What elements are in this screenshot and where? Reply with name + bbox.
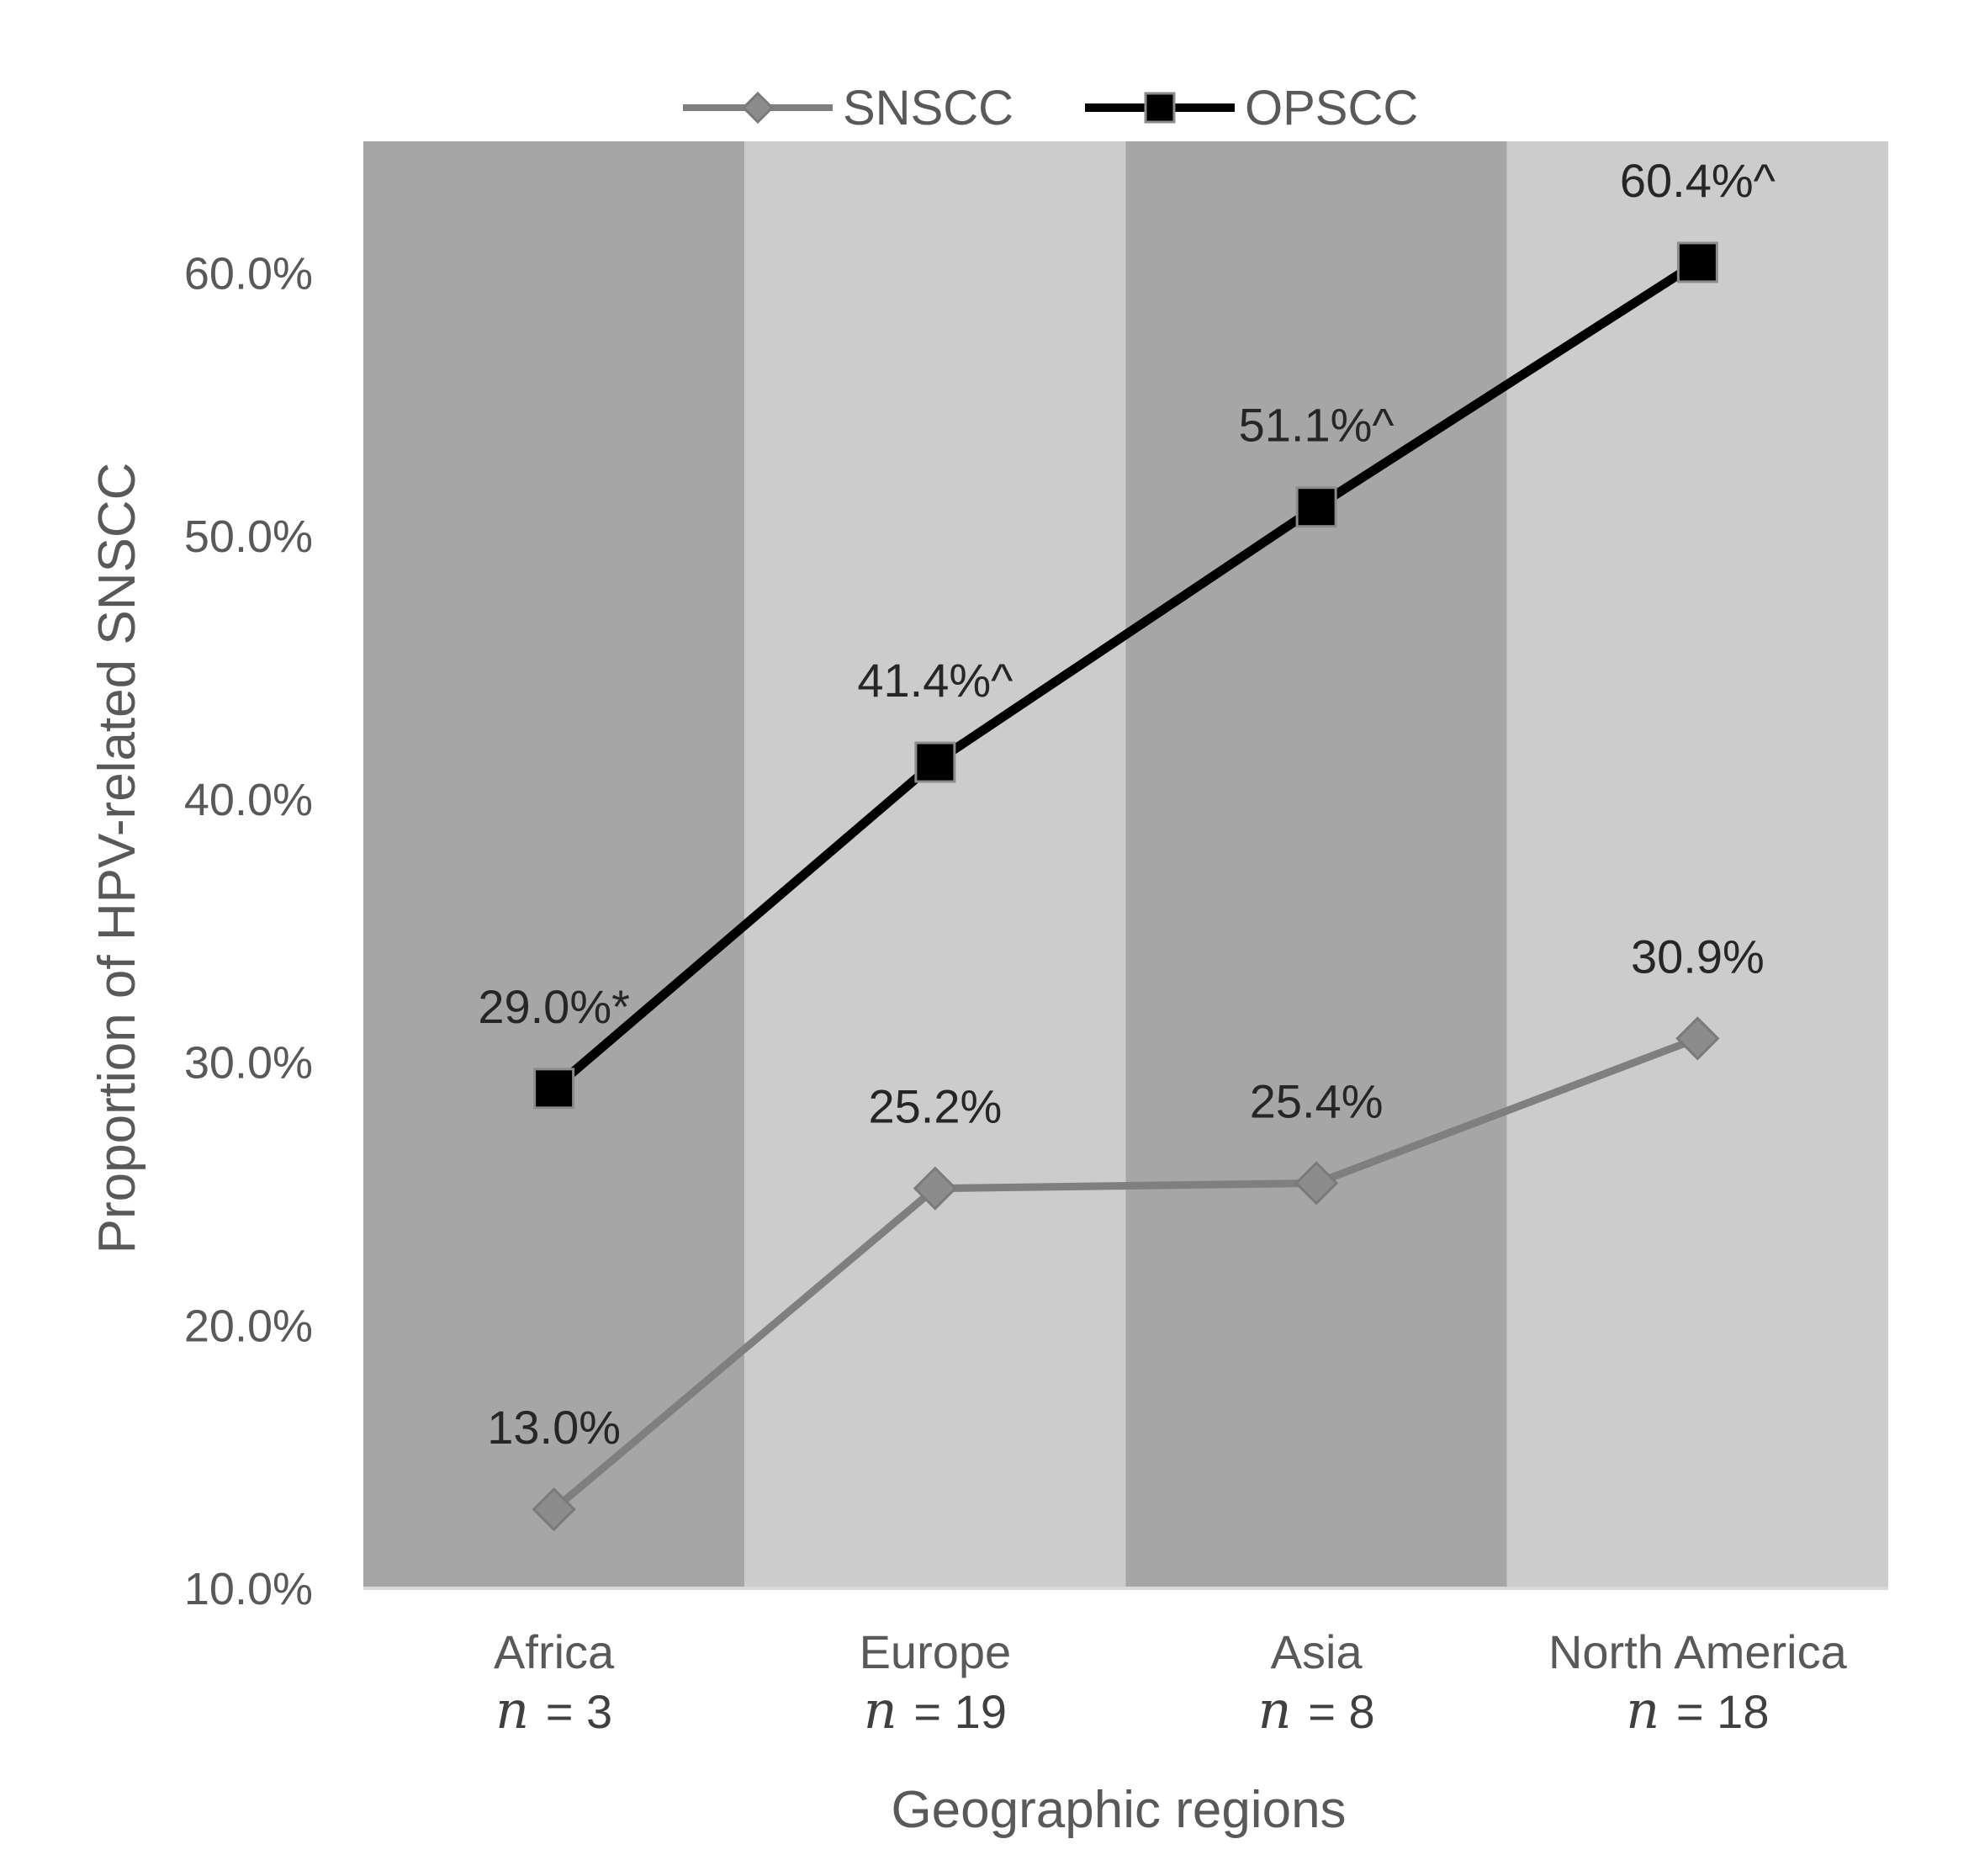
x-category-label: Africa — [494, 1625, 615, 1678]
data-label: 60.4%^ — [1620, 154, 1776, 207]
data-point — [914, 741, 956, 783]
legend-label: OPSCC — [1245, 81, 1418, 135]
y-axis-ticks: 10.0% 20.0% 30.0% 40.0% 50.0% 60.0% — [184, 248, 313, 1614]
y-tick-label: 20.0% — [184, 1301, 313, 1351]
x-category-label: Asia — [1271, 1625, 1363, 1678]
data-label: 13.0% — [487, 1401, 621, 1454]
data-point — [533, 1068, 575, 1110]
x-category-label: North America — [1548, 1625, 1848, 1678]
data-point — [913, 1166, 957, 1211]
y-axis-title: Proportion of HPV-related SNSCC — [88, 463, 146, 1254]
data-point — [1295, 486, 1337, 528]
data-label: 25.4% — [1250, 1074, 1384, 1127]
series-layer: 13.0% 25.2% 25.4% 30.9% 29.0%* 41.4%^ 51.1%^ 60… — [478, 154, 1776, 1532]
data-label: 25.2% — [868, 1080, 1002, 1133]
legend-item-snscc: SNSCC — [683, 81, 1013, 135]
legend-marker — [1144, 92, 1176, 124]
x-category-n-label: n = 19 — [864, 1679, 1007, 1741]
region-band-africa — [363, 141, 745, 1588]
legend-label: SNSCC — [843, 81, 1013, 135]
region-band-north-america — [1506, 141, 1888, 1588]
data-point — [1676, 241, 1718, 284]
data-point — [1675, 1016, 1720, 1061]
region-band-europe — [744, 141, 1126, 1588]
data-label: 30.9% — [1631, 930, 1765, 983]
legend-item-opscc: OPSCC — [1085, 81, 1418, 135]
data-point — [532, 1487, 576, 1532]
x-axis-title: Geographic regions — [891, 1781, 1346, 1839]
y-tick-label: 60.0% — [184, 248, 313, 299]
region-band-asia — [1125, 141, 1507, 1588]
data-label: 29.0%* — [478, 980, 630, 1033]
x-category-n-label: n = 3 — [495, 1679, 612, 1741]
data-point — [1294, 1161, 1339, 1206]
series-line-opscc — [551, 258, 1701, 1092]
series-line-snscc — [551, 1035, 1699, 1513]
x-category-n-label: n = 8 — [1258, 1679, 1375, 1741]
y-tick-label: 30.0% — [184, 1038, 313, 1089]
data-label: 41.4%^ — [857, 654, 1013, 707]
series-opscc: 29.0%* 41.4%^ 51.1%^ 60.4%^ — [478, 154, 1776, 1110]
x-category-label: Europe — [860, 1625, 1012, 1678]
legend: SNSCC OPSCC — [683, 81, 1418, 135]
data-label: 51.1%^ — [1239, 399, 1395, 452]
series-snscc: 13.0% 25.2% 25.4% 30.9% — [487, 930, 1765, 1532]
legend-marker — [741, 91, 775, 125]
x-category-n-label: n = 18 — [1626, 1679, 1769, 1741]
y-tick-label: 10.0% — [184, 1564, 313, 1614]
y-tick-label: 50.0% — [184, 511, 313, 562]
plot-background-bands — [363, 141, 1888, 1588]
y-tick-label: 40.0% — [184, 775, 313, 825]
